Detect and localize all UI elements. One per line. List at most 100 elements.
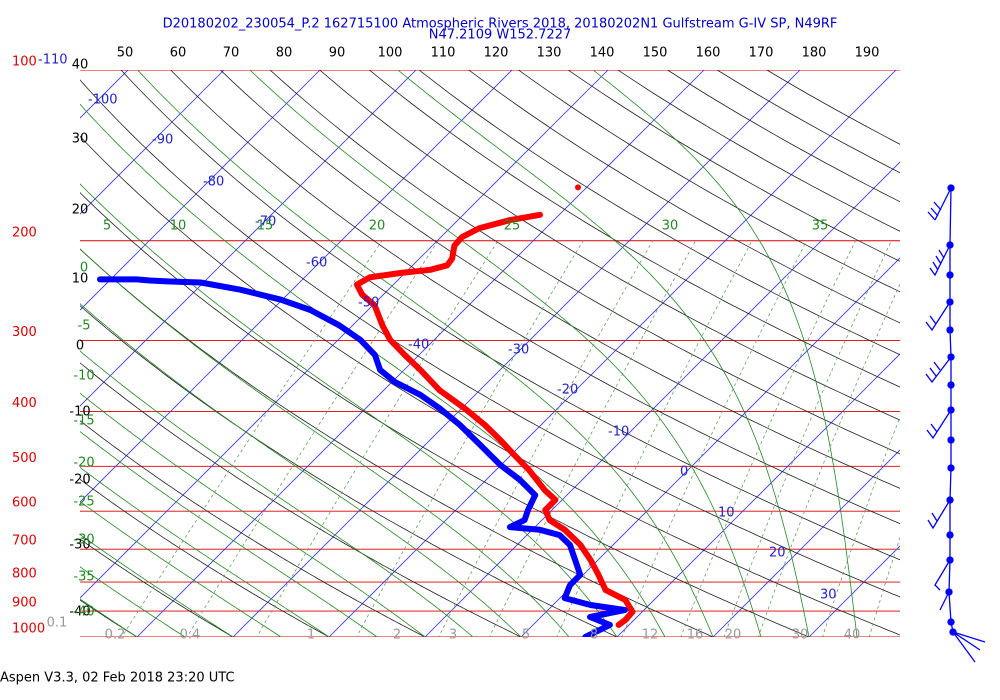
moist-adiabat [80, 248, 570, 637]
isotherm [80, 70, 225, 215]
dry-adiabat [80, 478, 330, 637]
dry-adiabat-top-label: 170 [749, 46, 774, 61]
mixing-ratio-label: 40 [844, 628, 861, 643]
isotherm [712, 449, 900, 637]
pressure-label: 400 [12, 396, 37, 411]
dry-adiabat-top-label: 90 [329, 46, 346, 61]
moist-adiabat [137, 70, 714, 637]
moist-adiabat-label: 20 [369, 219, 386, 234]
dry-adiabat [80, 599, 138, 637]
dry-adiabat [418, 70, 900, 356]
isotherm [424, 161, 900, 637]
footer: Aspen V3.3, 02 Feb 2018 23:20 UTC [0, 671, 235, 686]
dry-adiabat [80, 135, 900, 636]
pressure-label: 600 [12, 496, 37, 511]
moist-adiabat [397, 70, 810, 637]
dry-adiabat-left-label: -40 [69, 605, 90, 620]
isotherm-label: 30 [820, 588, 837, 603]
moist-adiabat [80, 566, 186, 637]
moist-adiabat-label: 25 [504, 219, 521, 234]
isotherm [232, 70, 801, 637]
moist-adiabat-label: -10 [73, 369, 94, 384]
moist-adiabat-label: -15 [73, 414, 94, 429]
dry-adiabat [80, 79, 900, 598]
isotherm [328, 70, 897, 637]
isotherm [80, 70, 513, 503]
dry-adiabat [617, 70, 900, 232]
isotherm-label: -30 [508, 343, 529, 358]
mixing-ratio-line [680, 240, 856, 637]
mixing-ratio-label: 30 [792, 628, 809, 643]
barb-dots [945, 184, 957, 636]
dry-adiabat-top-label: 120 [484, 46, 509, 61]
dry-adiabat-top-label: 110 [431, 46, 456, 61]
dry-adiabat [80, 538, 234, 637]
isotherm-label: -40 [408, 338, 429, 353]
mixing-ratio-line [356, 240, 584, 637]
moist-adiabat [80, 500, 282, 637]
mixing-ratio-line [868, 536, 900, 637]
moist-adiabat [249, 70, 762, 637]
dry-adiabat-top-label: 60 [170, 46, 187, 61]
dry-adiabat-left-label: -10 [69, 405, 90, 420]
isotherm [616, 353, 900, 637]
moist-adiabat-label: 30 [662, 219, 679, 234]
mixing-ratio-label: 3 [449, 628, 457, 643]
mixing-ratio-line [822, 415, 900, 637]
dry-adiabat-top-label: 50 [117, 46, 134, 61]
moist-adiabat-label: 5 [103, 219, 111, 234]
dry-adiabat-top-label: 140 [590, 46, 615, 61]
isotherm-label: -50 [358, 296, 379, 311]
dry-adiabat-left-label: 40 [72, 58, 89, 73]
dry-adiabat-left-label: 10 [72, 272, 89, 287]
mixing-ratio-line [621, 240, 807, 637]
dry-adiabat-left-label: 0 [76, 339, 84, 354]
mixing-ratio-label: 5 [522, 628, 530, 643]
labels: 1002003004005006007008009001000-110-100-… [12, 46, 879, 643]
mixing-ratio-label: 0.4 [180, 628, 201, 643]
moist-adiabat [80, 431, 378, 637]
isotherm-label: -70 [255, 215, 276, 230]
dry-adiabat [170, 70, 900, 525]
dry-adiabat-top-label: 80 [276, 46, 293, 61]
isotherm-label: -110 [38, 53, 68, 68]
chart-title: D20180202_230054_P.2 162715100 Atmospher… [163, 17, 838, 32]
dry-adiabat-top-label: 100 [378, 46, 403, 61]
barb-flags [925, 187, 986, 663]
pressure-label: 700 [12, 534, 37, 549]
isotherm [136, 70, 705, 637]
mixing-ratio-label: 16 [687, 628, 704, 643]
moist-adiabat-label: 35 [812, 219, 829, 234]
isotherm-label: -100 [88, 93, 118, 108]
dry-adiabat [716, 70, 900, 174]
dry-adiabat [80, 420, 426, 637]
pressure-label: 900 [12, 596, 37, 611]
dry-adiabat [219, 70, 900, 489]
pressure-label: 200 [12, 225, 37, 240]
isotherm-label: 0 [680, 465, 688, 480]
dry-adiabat [80, 192, 811, 637]
mixing-ratio-label: 0.1 [47, 616, 68, 631]
mixing-ratio-label: 20 [725, 628, 742, 643]
wind-barbs [925, 184, 986, 663]
mixing-ratio-line [186, 240, 439, 637]
dry-adiabat [269, 70, 900, 455]
pressure-label: 500 [12, 451, 37, 466]
mixing-ratio-line [757, 283, 900, 637]
mixing-ratio-line [556, 240, 753, 637]
dry-adiabat-top-label: 70 [223, 46, 240, 61]
dry-adiabat [468, 70, 900, 324]
dry-adiabat-left-label: 30 [72, 132, 89, 147]
moist-adiabat-label: -35 [73, 570, 94, 585]
moist-adiabat-label: 15 [257, 219, 274, 234]
grid [80, 70, 900, 637]
sounding-point [575, 184, 582, 191]
moist-adiabat [80, 183, 618, 637]
profiles [97, 184, 636, 637]
pressure-label: 800 [12, 567, 37, 582]
isotherm [80, 70, 417, 407]
mixing-ratio-label: 12 [642, 628, 659, 643]
isotherm-label: -20 [557, 383, 578, 398]
moist-adiabat [80, 303, 522, 637]
